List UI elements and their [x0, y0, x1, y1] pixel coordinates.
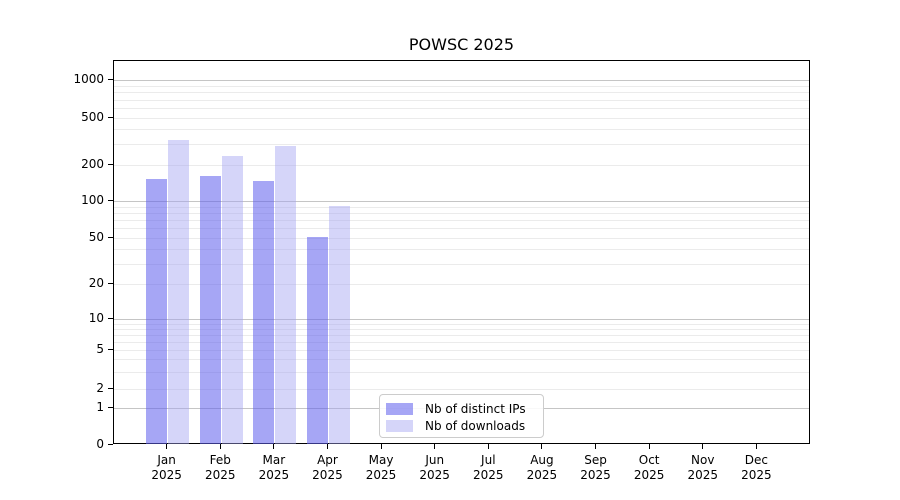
x-tick-label-apr: Apr 2025: [312, 453, 343, 482]
y-tick-500: [108, 117, 113, 118]
y-tick-label-200: 200: [81, 157, 104, 171]
legend-item-downloads: Nb of downloads: [386, 417, 543, 434]
minor-gridline: [114, 238, 809, 239]
y-tick-label-0: 0: [96, 437, 104, 451]
minor-gridline: [114, 129, 809, 131]
y-tick-0: [108, 444, 113, 445]
x-tick-feb: [219, 444, 221, 449]
minor-gridline: [114, 350, 809, 351]
minor-gridline: [114, 165, 809, 166]
minor-gridline: [114, 144, 809, 146]
minor-gridline: [114, 99, 809, 101]
x-tick-label-sep: Sep 2025: [580, 453, 611, 482]
minor-gridline: [114, 341, 809, 343]
y-tick-50: [108, 237, 113, 238]
legend-item-distinct-ips: Nb of distinct IPs: [386, 400, 543, 417]
minor-gridline: [114, 206, 809, 208]
plot-area: Nb of distinct IPs Nb of downloads: [113, 60, 810, 444]
minor-gridline: [114, 220, 809, 222]
minor-gridline: [114, 323, 809, 325]
major-gridline: [114, 319, 809, 320]
minor-gridline: [114, 108, 809, 109]
y-tick-label-20: 20: [88, 276, 104, 290]
y-tick-label-500: 500: [81, 110, 104, 124]
y-tick-label-1: 1: [96, 400, 104, 414]
bar-downloads-mar: [275, 146, 297, 444]
x-tick-label-jan: Jan 2025: [151, 453, 182, 482]
x-tick-nov: [702, 444, 704, 449]
legend-label-downloads: Nb of downloads: [425, 418, 526, 433]
y-tick-1000: [108, 79, 113, 80]
x-tick-label-mar: Mar 2025: [258, 453, 290, 482]
y-tick-200: [108, 164, 113, 165]
x-tick-dec: [755, 444, 757, 449]
x-tick-jun: [434, 444, 436, 449]
x-tick-jul: [487, 444, 489, 449]
bar-downloads-apr: [328, 206, 350, 444]
legend-label-distinct-ips: Nb of distinct IPs: [425, 401, 526, 416]
x-tick-aug: [541, 444, 543, 449]
x-tick-label-jun: Jun 2025: [419, 453, 450, 482]
minor-gridline: [114, 228, 809, 230]
minor-gridline: [114, 212, 809, 214]
y-tick-1: [108, 407, 113, 408]
y-tick-label-1000: 1000: [73, 72, 104, 86]
y-tick-100: [108, 200, 113, 201]
x-tick-label-nov: Nov 2025: [687, 453, 719, 482]
bar-distinct-ips-feb: [199, 175, 221, 444]
bar-distinct-ips-apr: [306, 236, 328, 444]
y-tick-label-2: 2: [96, 381, 104, 395]
bar-downloads-jan: [168, 140, 190, 444]
x-tick-mar: [273, 444, 275, 449]
x-tick-label-jul: Jul 2025: [473, 453, 504, 482]
minor-gridline: [114, 371, 809, 373]
major-gridline: [114, 201, 809, 202]
x-tick-label-oct: Oct 2025: [633, 453, 665, 482]
x-tick-oct: [648, 444, 650, 449]
minor-gridline: [114, 359, 809, 361]
y-tick-label-50: 50: [88, 230, 104, 244]
legend: Nb of distinct IPs Nb of downloads: [379, 394, 544, 438]
y-tick-20: [108, 283, 113, 284]
minor-gridline: [114, 389, 809, 390]
minor-gridline: [114, 328, 809, 330]
y-tick-label-5: 5: [96, 342, 104, 356]
y-tick-2: [108, 388, 113, 389]
x-tick-sep: [595, 444, 597, 449]
legend-swatch-downloads: [386, 419, 413, 432]
bar-downloads-feb: [221, 155, 243, 444]
minor-gridline: [114, 85, 809, 87]
minor-gridline: [114, 334, 809, 336]
y-tick-label-100: 100: [81, 193, 104, 207]
chart-title: POWSC 2025: [408, 35, 515, 54]
minor-gridline: [114, 92, 809, 94]
major-gridline: [114, 80, 809, 81]
minor-gridline: [114, 284, 809, 285]
legend-swatch-distinct-ips: [386, 402, 413, 415]
bar-distinct-ips-jan: [146, 178, 168, 444]
x-tick-apr: [326, 444, 328, 449]
x-tick-label-feb: Feb 2025: [204, 453, 236, 482]
y-tick-5: [108, 349, 113, 350]
x-tick-label-aug: Aug 2025: [526, 453, 558, 482]
minor-gridline: [114, 249, 809, 251]
minor-gridline: [114, 118, 809, 119]
y-tick-10: [108, 318, 113, 319]
minor-gridline: [114, 263, 809, 265]
x-tick-may: [380, 444, 382, 449]
y-tick-label-10: 10: [88, 311, 104, 325]
bar-distinct-ips-mar: [253, 180, 275, 444]
x-tick-jan: [166, 444, 168, 449]
x-tick-label-dec: Dec 2025: [741, 453, 772, 482]
x-tick-label-may: May 2025: [365, 453, 397, 482]
